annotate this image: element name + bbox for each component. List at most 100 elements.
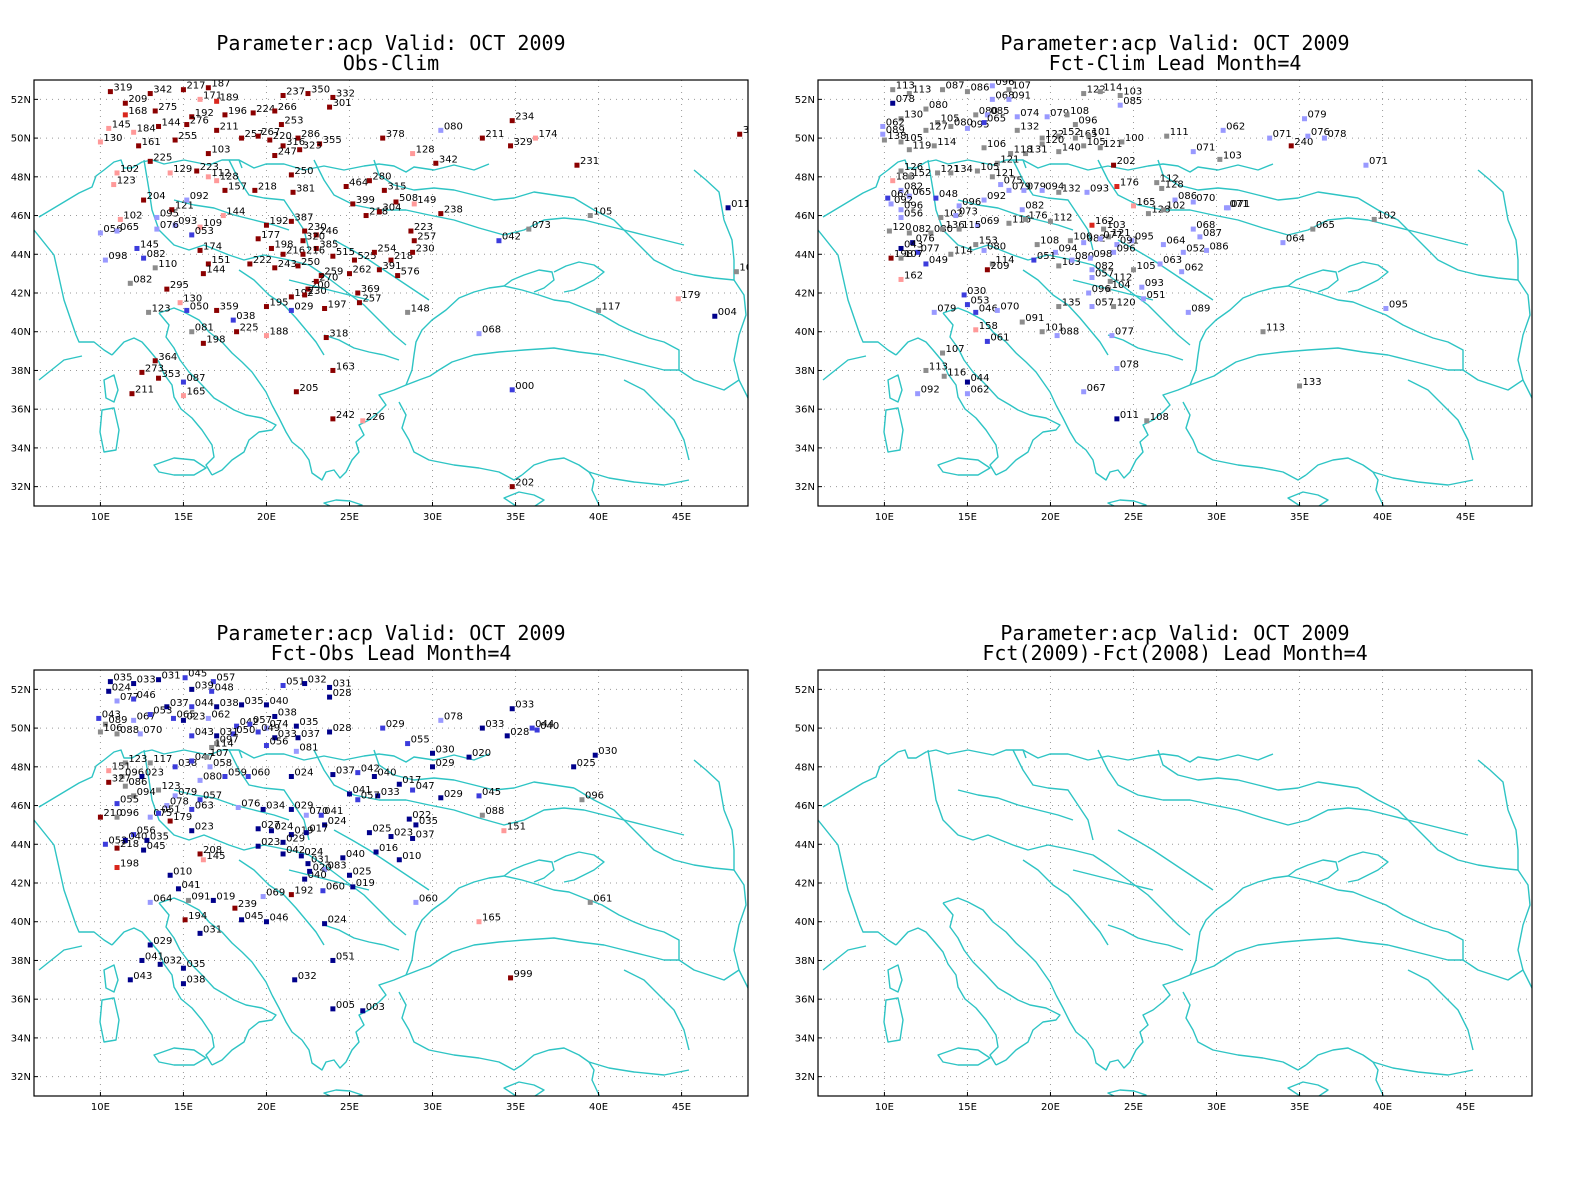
station-value-label: 052 <box>108 835 127 846</box>
station-marker <box>964 302 970 308</box>
station-marker <box>1006 87 1012 93</box>
station-value-label: 080 <box>203 771 222 782</box>
station-marker <box>114 731 120 737</box>
station-value-label: 033 <box>485 719 504 730</box>
station-value-label: 218 <box>258 181 277 192</box>
lat-tick-label: 40N <box>795 917 815 928</box>
station-value-label: 304 <box>382 203 401 214</box>
station-value-label: 040 <box>540 721 559 732</box>
station-marker <box>1225 205 1231 211</box>
station-value-label: 035 <box>419 816 438 827</box>
station-value-label: 210 <box>103 808 122 819</box>
station-marker <box>1180 249 1186 255</box>
lon-tick-label: 40E <box>1373 1102 1392 1113</box>
lon-tick-label: 35E <box>1290 1102 1309 1113</box>
station-marker <box>127 977 133 983</box>
station-value-label: 286 <box>301 129 320 140</box>
station-marker <box>146 309 152 315</box>
station-marker <box>114 865 120 871</box>
station-value-label: 051 <box>336 951 355 962</box>
station-marker <box>184 122 190 128</box>
station-marker <box>131 793 137 799</box>
station-value-label: 350 <box>311 85 330 96</box>
station-value-label: 041 <box>324 806 343 817</box>
station-value-label: 157 <box>228 181 247 192</box>
station-value-label: 151 <box>211 255 230 266</box>
station-value-label: 135 <box>1062 298 1081 309</box>
station-value-label: 062 <box>886 117 905 128</box>
station-marker <box>981 197 987 203</box>
lat-tick-label: 46N <box>795 211 815 222</box>
station-value-label: 038 <box>220 698 239 709</box>
station-value-label: 105 <box>593 207 612 218</box>
station-marker <box>360 418 366 424</box>
station-marker <box>885 195 891 201</box>
lat-tick-label: 44N <box>11 840 31 851</box>
station-marker <box>1260 329 1266 335</box>
station-marker <box>185 897 191 903</box>
station-value-label: 165 <box>1136 197 1155 208</box>
lat-tick-label: 52N <box>795 95 815 106</box>
station-value-label: 043 <box>133 971 152 982</box>
station-value-label: 202 <box>1117 156 1136 167</box>
station-marker <box>184 307 190 313</box>
lat-tick-label: 42N <box>795 289 815 300</box>
station-value-label: 031 <box>203 924 222 935</box>
station-value-label: 114 <box>215 738 234 749</box>
station-value-label: 047 <box>416 781 435 792</box>
station-marker <box>380 135 386 141</box>
station-value-label: 073 <box>959 207 978 218</box>
station-marker <box>209 744 215 750</box>
station-value-label: 192 <box>195 108 214 119</box>
station-value-label: 121 <box>995 168 1014 179</box>
station-marker <box>111 182 117 188</box>
station-marker <box>574 162 580 168</box>
station-value-label: 041 <box>352 785 371 796</box>
station-value-label: 033 <box>381 787 400 798</box>
station-value-label: 023 <box>195 822 214 833</box>
station-marker <box>157 961 163 967</box>
station-marker <box>239 135 245 141</box>
station-marker <box>330 957 336 963</box>
station-marker <box>1144 418 1150 424</box>
station-marker <box>197 247 203 253</box>
station-value-label: 078 <box>1120 360 1139 371</box>
station-value-label: 030 <box>436 744 455 755</box>
station-value-label: 257 <box>417 232 436 243</box>
station-value-label: 381 <box>296 183 315 194</box>
station-value-label: 017 <box>402 775 421 786</box>
lat-tick-label: 32N <box>11 1072 31 1083</box>
station-marker <box>164 803 170 809</box>
lat-tick-label: 38N <box>11 956 31 967</box>
station-value-label: 031 <box>162 671 181 682</box>
station-value-label: 094 <box>137 787 156 798</box>
station-value-label: 042 <box>361 764 380 775</box>
station-value-label: 121 <box>941 164 960 175</box>
station-value-label: 096 <box>995 77 1014 88</box>
station-marker <box>381 187 387 193</box>
station-value-label: 273 <box>145 363 164 374</box>
station-value-label: 089 <box>108 715 127 726</box>
station-marker <box>396 781 402 787</box>
station-value-label: 089 <box>1191 303 1210 314</box>
lon-tick-label: 15E <box>174 512 193 523</box>
station-value-label: 031 <box>333 678 352 689</box>
lon-tick-label: 10E <box>91 1102 110 1113</box>
station-value-label: 087 <box>946 81 965 92</box>
station-marker <box>881 137 887 143</box>
station-value-label: 051 <box>1146 290 1165 301</box>
station-value-label: 399 <box>356 195 375 206</box>
station-marker <box>1157 261 1163 267</box>
station-value-label: 134 <box>954 164 973 175</box>
station-value-label: 144 <box>206 265 225 276</box>
station-marker <box>122 760 128 766</box>
station-marker <box>147 158 153 164</box>
station-value-label: 080 <box>929 100 948 111</box>
station-marker <box>152 108 158 114</box>
station-value-label: 246 <box>319 226 338 237</box>
station-marker <box>131 696 137 702</box>
lon-tick-label: 30E <box>423 512 442 523</box>
lon-tick-label: 20E <box>1041 1102 1060 1113</box>
station-value-label: 097 <box>220 735 239 746</box>
